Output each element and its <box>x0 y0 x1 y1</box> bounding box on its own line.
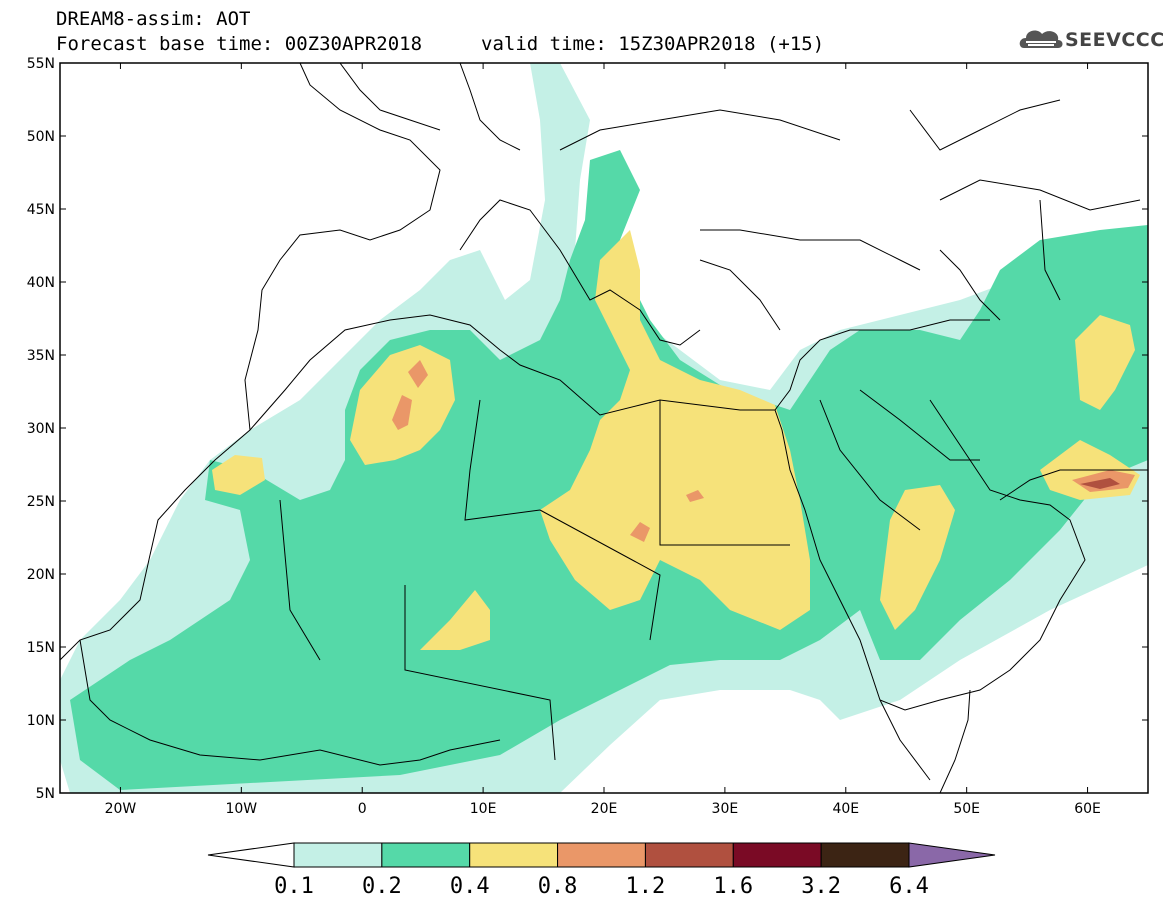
coastlines <box>60 63 1148 793</box>
aot-level-0.4-d <box>880 485 955 630</box>
latitude-axis: 55N 50N 45N 40N 35N 30N 25N 20N 15N 10N 5N <box>27 56 1148 802</box>
lon-tick-label: 20E <box>591 801 618 817</box>
lon-tick-label: 50E <box>953 801 980 817</box>
lon-tick-label: 0 <box>358 801 367 817</box>
colorbar-level-label: 0.1 <box>274 874 314 899</box>
aot-level-0.4-c <box>420 590 490 650</box>
cloud-icon <box>1019 30 1063 48</box>
colorbar-swatch <box>381 842 471 868</box>
aot-level-1.2 <box>1080 478 1120 489</box>
colorbar-swatch <box>469 842 559 868</box>
aot-level-0.8-b <box>408 360 428 388</box>
colorbar-swatch <box>644 842 734 868</box>
colorbar-level-label: 3.2 <box>801 874 841 899</box>
lat-tick-label: 5N <box>36 786 55 802</box>
colorbar-swatch <box>732 842 822 868</box>
aot-level-0.4-a <box>540 230 810 630</box>
colorbar-level-label: 6.4 <box>889 874 929 899</box>
aot-level-0.8-a <box>392 395 412 430</box>
longitude-axis: 20W 10W 0 10E 20E 30E 40E 50E 60E <box>105 63 1101 817</box>
colorbar-low-arrow <box>207 842 295 868</box>
lat-tick-label: 10N <box>27 713 55 729</box>
colorbar-level-label: 1.6 <box>713 874 753 899</box>
colorbar-swatch <box>820 842 910 868</box>
map-title: DREAM8-assim: AOT <box>56 8 251 30</box>
valid-time: valid time: 15Z30APR2018 (+15) <box>481 33 825 55</box>
colorbar-level-label: 1.2 <box>626 874 666 899</box>
lon-tick-label: 20W <box>105 801 137 817</box>
lon-tick-label: 60E <box>1074 801 1101 817</box>
aot-level-0.4-g <box>212 455 265 495</box>
lat-tick-label: 55N <box>27 56 55 72</box>
seevccc-logo: SEEVCCC <box>1065 29 1165 51</box>
lat-tick-label: 30N <box>27 421 55 437</box>
colorbar-level-label: 0.4 <box>450 874 490 899</box>
lat-tick-label: 35N <box>27 348 55 364</box>
aot-shading <box>60 63 1148 793</box>
lat-tick-label: 15N <box>27 640 55 656</box>
lat-tick-label: 40N <box>27 275 55 291</box>
lat-tick-label: 20N <box>27 567 55 583</box>
lon-tick-label: 10E <box>470 801 497 817</box>
aot-level-0.8-d <box>686 490 704 502</box>
aot-level-0.4-e <box>1075 315 1135 410</box>
aot-level-0.8-c <box>630 522 650 542</box>
lon-tick-label: 40E <box>832 801 859 817</box>
lon-tick-label: 10W <box>225 801 257 817</box>
colorbar-swatch <box>557 842 646 868</box>
lat-tick-label: 25N <box>27 494 55 510</box>
forecast-base-time: Forecast base time: 00Z30APR2018 <box>56 33 423 55</box>
colorbar-high-arrow <box>908 842 996 868</box>
lat-tick-label: 50N <box>27 129 55 145</box>
lat-tick-label: 45N <box>27 202 55 218</box>
lon-tick-label: 30E <box>712 801 739 817</box>
colorbar-swatch <box>293 842 383 868</box>
colorbar-level-label: 0.2 <box>362 874 402 899</box>
colorbar-level-label: 0.8 <box>538 874 578 899</box>
